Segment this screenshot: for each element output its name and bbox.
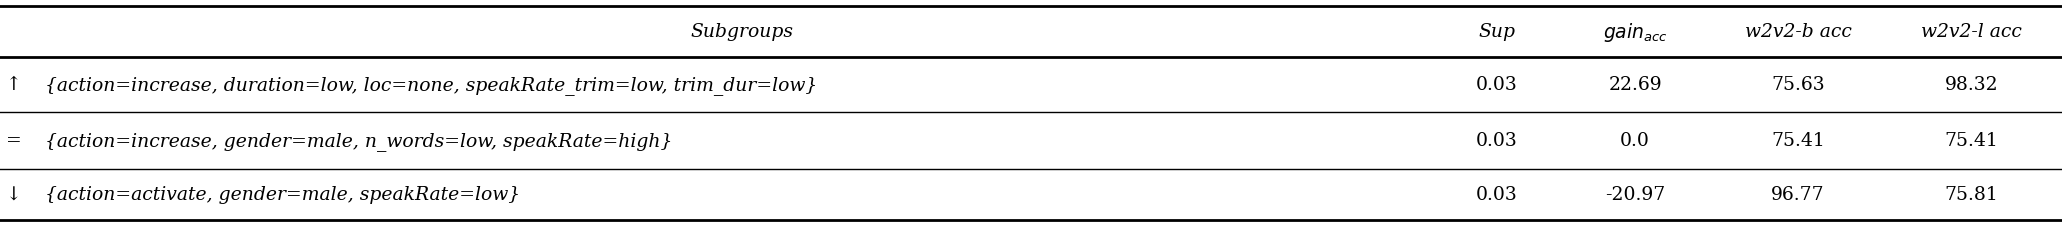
Text: {action=increase, duration=low, loc=none, speakRate_trim=low, trim_dur=low}: {action=increase, duration=low, loc=none… (45, 76, 819, 94)
Text: 0.03: 0.03 (1476, 76, 1518, 94)
Text: 75.41: 75.41 (1944, 132, 1998, 150)
Text: {action=activate, gender=male, speakRate=low}: {action=activate, gender=male, speakRate… (45, 186, 520, 204)
Text: 75.41: 75.41 (1771, 132, 1825, 150)
Text: 98.32: 98.32 (1944, 76, 1998, 94)
Text: ↑: ↑ (6, 76, 23, 94)
Text: 0.03: 0.03 (1476, 132, 1518, 150)
Text: w2v2-l acc: w2v2-l acc (1922, 23, 2021, 41)
Text: 75.81: 75.81 (1944, 186, 1998, 204)
Text: 0.0: 0.0 (1621, 132, 1650, 150)
Text: {action=increase, gender=male, n_words=low, speakRate=high}: {action=increase, gender=male, n_words=l… (45, 131, 672, 150)
Text: Sup: Sup (1478, 23, 1516, 41)
Text: w2v2-b acc: w2v2-b acc (1744, 23, 1852, 41)
Text: 96.77: 96.77 (1771, 186, 1825, 204)
Text: =: = (6, 132, 23, 150)
Text: 0.03: 0.03 (1476, 186, 1518, 204)
Text: Subgroups: Subgroups (691, 23, 794, 41)
Text: $\mathit{gain}_{acc}$: $\mathit{gain}_{acc}$ (1602, 21, 1668, 43)
Text: ↓: ↓ (6, 186, 23, 204)
Text: 22.69: 22.69 (1608, 76, 1662, 94)
Text: -20.97: -20.97 (1604, 186, 1666, 204)
Text: 75.63: 75.63 (1771, 76, 1825, 94)
